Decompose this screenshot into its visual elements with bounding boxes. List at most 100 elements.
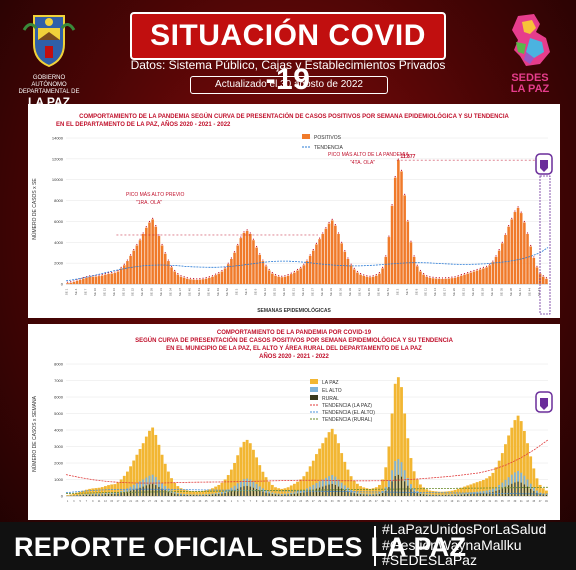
hashtag-lapaz-unidos[interactable]: #LaPazUnidosPorLaSalud <box>382 521 547 537</box>
chart2-bar-lapaz <box>321 443 325 496</box>
chart1-x-tick-label: SE 5 <box>405 288 409 295</box>
chart1-bar-dot <box>284 275 286 277</box>
chart2-bar-lapaz <box>327 432 331 496</box>
chart2-bar-lapaz <box>138 448 142 496</box>
chart2-x-tick-label: 13 <box>104 500 107 503</box>
chart2-title: COMPORTAMIENTO DE LA PANDEMIA POR COVID-… <box>217 330 372 336</box>
chart2-x-tick-label: 29 <box>154 500 157 503</box>
chart2-bar-lapaz <box>72 493 76 496</box>
chart1-bar-dot <box>290 272 292 274</box>
chart2-bar-lapaz <box>387 446 391 496</box>
chart2-bar-lapaz <box>144 436 148 496</box>
chart2-bar-lapaz <box>441 491 444 496</box>
chart1-x-tick-label: SE 15 <box>272 288 276 297</box>
chart1-bar-dot <box>66 281 69 283</box>
chart1-bar-dot <box>369 275 371 277</box>
chart2-bar-lapaz <box>97 487 101 496</box>
gobernacion-logo-line1: GOBIERNO AUTÓNOMO <box>31 75 67 88</box>
chart2-bar-lapaz <box>198 491 202 496</box>
chart1-bar-dot <box>111 271 113 274</box>
chart1-bar-dot <box>306 259 308 261</box>
chart1-bar-dot <box>422 273 425 275</box>
header: GOBIERNO AUTÓNOMO DEPARTAMENTAL DE LA PA… <box>0 0 576 109</box>
chart1-bar <box>94 276 98 284</box>
chart1-bar-dot <box>334 224 336 226</box>
chart1-bar <box>100 275 104 284</box>
chart2-bar-rural <box>164 490 166 496</box>
chart1-x-tick-label: SE 47 <box>537 288 541 297</box>
updated-date: Actualizado el 30 agosto de 2022 <box>190 76 388 94</box>
chart2-x-tick-label: 3 <box>401 500 403 503</box>
chart2-bar-lapaz <box>444 491 448 496</box>
chart2-bar-lapaz <box>119 479 123 496</box>
chart1-bar-dot <box>126 259 129 261</box>
chart1-y-ticks: 0 2000 4000 6000 8000 10000 12000 14000 <box>52 136 64 287</box>
chart1-bar-dot <box>454 276 456 278</box>
chart2-bar-lapaz <box>337 443 340 496</box>
chart2-bar-lapaz <box>478 481 482 496</box>
chart2-bar-rural <box>233 490 236 496</box>
chart2-legend-trend-rural: TENDENCIA (RURAL) <box>322 417 373 423</box>
chart1-bar <box>529 246 532 284</box>
chart1-x-tick-label: SE 46 <box>206 288 210 297</box>
chart1-bar-dot <box>441 277 444 279</box>
chart1-bar-dot <box>101 273 103 276</box>
chart2-bar-rural <box>486 492 488 496</box>
chart2-x-tick-label: 33 <box>167 500 170 503</box>
chart1-bar <box>151 219 154 284</box>
chart2-bar-rural <box>539 494 541 496</box>
footer-hashtags: #LaPazUnidosPorLaSalud #GestiónWaynaMall… <box>382 521 547 569</box>
chart2-x-tick-label: 35 <box>173 500 176 503</box>
chart1-bar-dot <box>133 249 135 251</box>
chart2-bar-lapaz <box>217 484 221 496</box>
chart1-y-tick-label: 2000 <box>54 261 64 266</box>
chart2-y-tick-label: 3000 <box>54 444 64 449</box>
chart1-x-tick-label: SE 3 <box>235 288 239 295</box>
chart2-bar-lapaz <box>135 454 139 496</box>
hashtag-gestion[interactable]: #GestiónWaynaMallku <box>382 536 522 553</box>
chart2-bar-rural <box>158 486 160 496</box>
chart2-bar-lapaz <box>315 454 318 496</box>
chart-panel-municipal: COMPORTAMIENTO DE LA PANDEMIA POR COVID-… <box>28 324 560 520</box>
chart2-bar-rural <box>476 493 478 496</box>
chart2-x-tick-label: 33 <box>331 500 334 503</box>
chart1-bar-dot <box>432 276 434 278</box>
chart2-x-tick-label: 31 <box>488 500 491 503</box>
chart1-bar-dot <box>344 250 346 252</box>
chart2-bar-rural <box>139 487 141 496</box>
chart1-bar <box>78 279 82 284</box>
chart2-x-tick-label: 5 <box>79 500 81 503</box>
chart2-bar-lapaz <box>381 479 385 496</box>
chart2-bar-lapaz <box>110 484 114 496</box>
chart2-x-tick-label: 27 <box>312 500 315 503</box>
chart2-bar-rural <box>312 489 314 496</box>
chart2-bar-rural <box>177 494 179 496</box>
chart2-bar-rural <box>394 476 396 496</box>
chart2-x-tick-label: 19 <box>123 500 126 503</box>
chart1-bar-dot <box>300 266 302 268</box>
chart2-bar-rural <box>337 486 340 496</box>
chart2-bar-rural <box>441 495 444 496</box>
chart2-bar-rural <box>300 493 302 496</box>
chart2-bar-lapaz <box>431 491 435 496</box>
chart2-trend-lapaz <box>65 439 549 484</box>
chart2-bar-lapaz <box>447 491 451 496</box>
chart2-x-tick-label: 17 <box>280 500 283 503</box>
chart1-bar <box>97 276 101 284</box>
chart1-bar-dot <box>265 264 267 266</box>
chart1-bar-dot <box>451 276 453 278</box>
chart1-bar <box>274 275 277 284</box>
chart2-trend-rural <box>65 486 549 494</box>
chart2-bar-rural <box>259 490 261 496</box>
chart1-x-tick-label: SE 17 <box>443 288 447 297</box>
chart1-bar <box>280 277 284 284</box>
chart1-bar <box>66 283 69 284</box>
footer-title: REPORTE OFICIAL SEDES LA PAZ <box>14 532 467 562</box>
chart2-bar-lapaz <box>245 439 249 496</box>
chart2-bar-lapaz <box>189 491 192 496</box>
chart1-bar <box>412 256 416 284</box>
hashtag-sedes[interactable]: #SEDESLaPaz <box>382 552 477 568</box>
chart1-bar-dot <box>79 278 81 280</box>
chart1-title: COMPORTAMIENTO DE LA PANDEMIA SEGÚN CURV… <box>79 112 509 120</box>
chart2-bar-lapaz <box>308 466 312 496</box>
